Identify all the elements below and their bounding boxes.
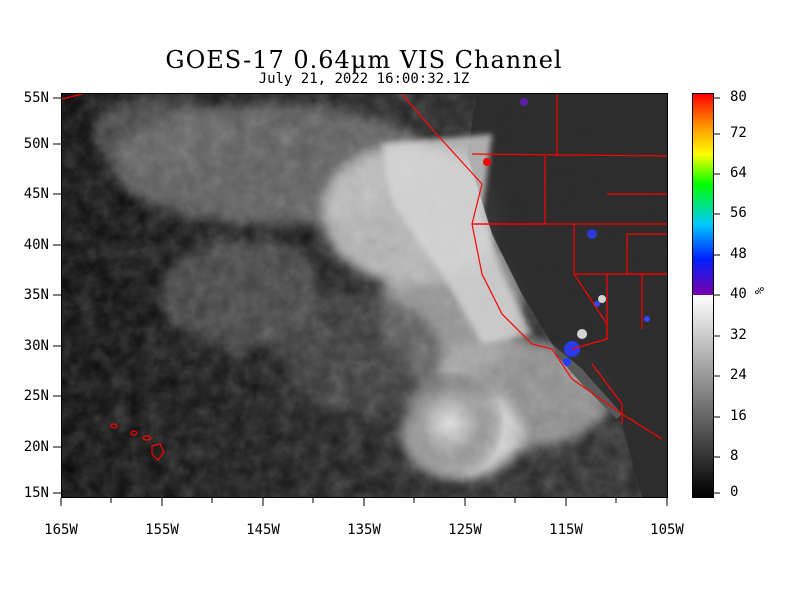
colorbar-label: 8 xyxy=(730,448,739,464)
land-mass xyxy=(467,94,667,497)
colorbar xyxy=(692,93,714,498)
colorbar-label: 0 xyxy=(730,484,739,500)
lon-label: 165W xyxy=(44,522,78,538)
lon-label: 125W xyxy=(448,522,482,538)
lat-label: 45N xyxy=(23,186,49,202)
state-boundaries xyxy=(62,94,667,440)
map-timestamp: July 21, 2022 16:00:32.1Z xyxy=(258,71,470,87)
lat-label: 30N xyxy=(23,338,49,354)
colorbar-label: 40 xyxy=(730,286,747,302)
hawaii-islands xyxy=(110,423,165,461)
lat-label: 55N xyxy=(23,90,49,106)
colorbar-unit: % xyxy=(752,287,766,295)
colorbar-label: 32 xyxy=(730,327,747,343)
lon-label: 135W xyxy=(347,522,381,538)
map-title: GOES-17 0.64μm VIS Channel xyxy=(165,46,563,74)
colorbar-label: 56 xyxy=(730,205,747,221)
lat-label: 40N xyxy=(23,237,49,253)
lon-label: 145W xyxy=(246,522,280,538)
colorbar-label: 48 xyxy=(730,246,747,262)
colorbar-label: 64 xyxy=(730,165,747,181)
lon-label: 105W xyxy=(650,522,684,538)
lon-label: 155W xyxy=(145,522,179,538)
colorbar-label: 72 xyxy=(730,125,747,141)
lon-label: 115W xyxy=(549,522,583,538)
satellite-image xyxy=(61,93,668,498)
vancouver-marker xyxy=(483,158,491,166)
lat-label: 20N xyxy=(23,439,49,455)
lat-label: 35N xyxy=(23,287,49,303)
colorbar-label: 16 xyxy=(730,408,747,424)
satellite-image-svg xyxy=(62,94,667,497)
coastal-clouds xyxy=(382,134,532,344)
colorbar-label: 24 xyxy=(730,367,747,383)
colorbar-label: 80 xyxy=(730,89,747,105)
lat-label: 15N xyxy=(23,485,49,501)
lat-label: 25N xyxy=(23,388,49,404)
colorbar-gradient xyxy=(693,94,713,497)
lat-label: 50N xyxy=(23,136,49,152)
